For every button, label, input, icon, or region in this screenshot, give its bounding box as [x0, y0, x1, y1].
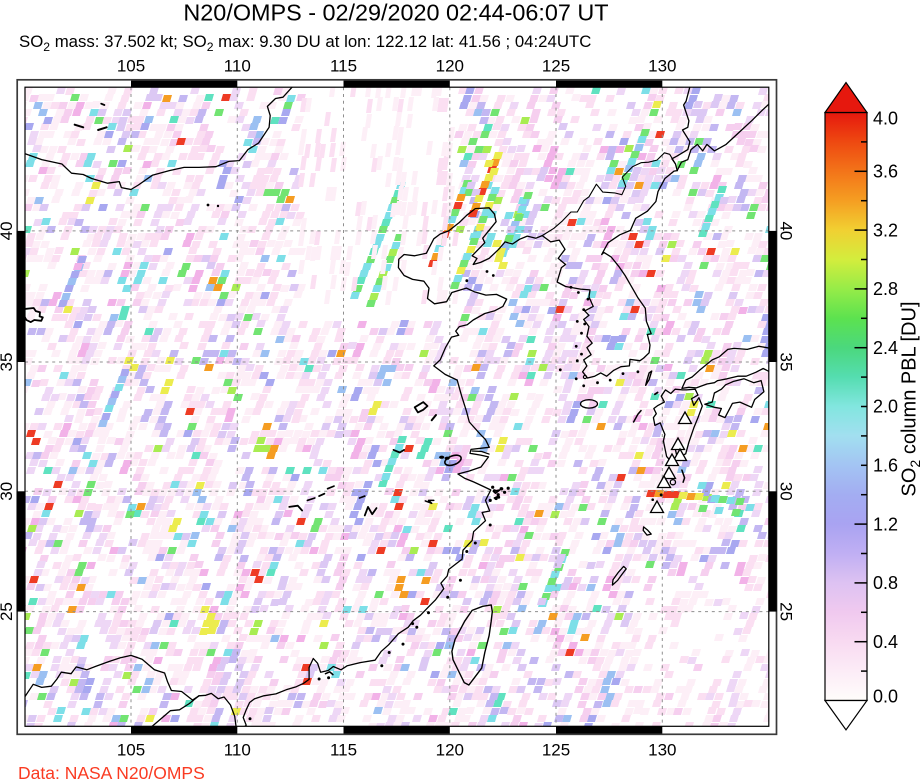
- svg-text:40: 40: [777, 221, 796, 240]
- svg-text:2.8: 2.8: [873, 279, 898, 299]
- svg-text:25: 25: [0, 602, 16, 621]
- svg-text:125: 125: [542, 741, 570, 760]
- svg-text:SO2 column PBL [DU]: SO2 column PBL [DU]: [899, 302, 923, 497]
- svg-text:0.4: 0.4: [873, 632, 898, 652]
- svg-text:125: 125: [542, 57, 570, 76]
- svg-text:0.8: 0.8: [873, 573, 898, 593]
- svg-text:3.2: 3.2: [873, 220, 898, 240]
- svg-text:130: 130: [648, 741, 676, 760]
- svg-text:105: 105: [117, 741, 145, 760]
- svg-text:4.0: 4.0: [873, 109, 898, 129]
- svg-text:25: 25: [777, 602, 796, 621]
- svg-text:120: 120: [436, 57, 464, 76]
- svg-text:N20/OMPS - 02/29/2020 02:44-06: N20/OMPS - 02/29/2020 02:44-06:07 UT: [183, 0, 608, 26]
- svg-text:30: 30: [0, 482, 16, 501]
- svg-text:Data: NASA N20/OMPS: Data: NASA N20/OMPS: [18, 763, 205, 783]
- svg-text:SO2 mass: 37.502 kt; SO2 max:: SO2 mass: 37.502 kt; SO2 max: 9.30 DU at…: [19, 32, 591, 54]
- svg-text:110: 110: [224, 57, 251, 76]
- svg-text:2.0: 2.0: [873, 397, 898, 417]
- svg-text:1.6: 1.6: [873, 456, 898, 476]
- svg-text:30: 30: [777, 482, 796, 501]
- svg-text:40: 40: [0, 221, 16, 240]
- svg-text:1.2: 1.2: [873, 514, 898, 534]
- svg-text:115: 115: [330, 57, 357, 76]
- svg-text:120: 120: [436, 741, 464, 760]
- svg-text:3.6: 3.6: [873, 162, 898, 182]
- svg-text:130: 130: [648, 57, 676, 76]
- svg-text:115: 115: [330, 741, 357, 760]
- svg-text:2.4: 2.4: [873, 338, 898, 358]
- svg-text:35: 35: [0, 353, 16, 372]
- svg-text:105: 105: [117, 57, 145, 76]
- svg-text:110: 110: [224, 741, 251, 760]
- svg-text:0.0: 0.0: [873, 686, 898, 706]
- svg-text:35: 35: [777, 353, 796, 372]
